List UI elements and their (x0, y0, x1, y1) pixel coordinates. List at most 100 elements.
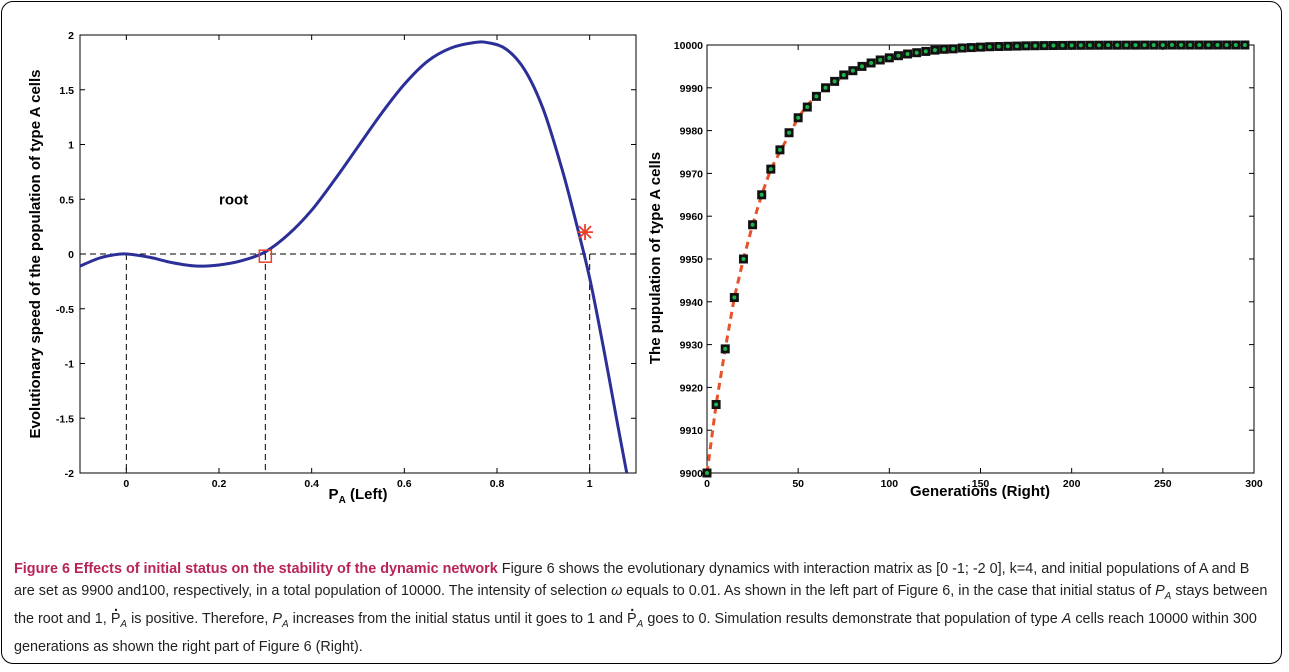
caption-title: Effects of initial status on the stabili… (73, 561, 498, 577)
right-x-tick-label: 300 (1245, 478, 1263, 490)
figure-caption: Figure 6 Effects of initial status on th… (14, 558, 1272, 658)
caption-label: Figure 6 (14, 561, 70, 577)
dot-point (1197, 43, 1202, 48)
dot-point (823, 85, 828, 90)
dot-point (759, 192, 764, 197)
dot-point (1033, 43, 1038, 48)
dot-point (1179, 43, 1184, 48)
left-y-tick-label: 1.5 (59, 85, 74, 97)
dot-point (1087, 43, 1092, 48)
caption-text-4: is positive. Therefore, (127, 610, 273, 627)
dot-point (1060, 43, 1065, 48)
dot-point (923, 49, 928, 54)
right-y-tick-label: 9900 (680, 468, 704, 480)
right-plot-area (706, 44, 1255, 474)
right-x-tick-label: 250 (1154, 478, 1172, 490)
right-dot-markers (705, 43, 1247, 475)
caption-omega: ω (611, 583, 623, 599)
dot-point (1151, 43, 1156, 48)
dot-point (714, 402, 719, 407)
left-x-tick-label: 0.2 (212, 478, 227, 490)
left-y-axis-label: Evolutionary speed of the population of … (27, 70, 44, 439)
dot-point (987, 44, 992, 49)
left-chart: 2 1.5 1 0.5 0 -0.5 -1 -1.5 -2 0 0.2 0.4 0.6 0.8 1 roo… (27, 30, 637, 506)
right-y-tick-label: 9950 (680, 254, 704, 266)
dot-point (796, 115, 801, 120)
dot-point (1224, 43, 1229, 47)
dot-point (1014, 44, 1019, 49)
dot-point (1051, 43, 1056, 48)
dot-point (832, 79, 837, 84)
dot-point (896, 53, 901, 58)
dot-point (1097, 43, 1102, 48)
left-y-tick-label: -2 (65, 468, 74, 480)
dot-point (750, 222, 755, 227)
right-y-ticks: 10000 9990 9980 9970 9960 9950 9940 9930 9920 991… (674, 40, 1254, 480)
left-x-tick-label: 0.6 (397, 478, 412, 490)
caption-text-1: Figure 6 shows the evolutionary dynamics… (14, 561, 1250, 599)
right-y-tick-label: 9990 (680, 83, 704, 95)
dot-point (723, 346, 728, 351)
caption-text-2: equals to 0.01. As shown in the left par… (622, 583, 1156, 599)
left-markers (258, 224, 594, 263)
dot-point (741, 257, 746, 261)
right-y-axis-label: The pupulation of type A cells (647, 152, 664, 364)
dot-point (1042, 43, 1047, 48)
left-x-tick-label: 1 (587, 478, 593, 490)
right-x-tick-label: 100 (881, 478, 899, 490)
dot-point (814, 94, 819, 99)
left-y-ticks: 2 1.5 1 0.5 0 -0.5 -1 -1.5 -2 (56, 30, 636, 480)
dot-point (1242, 43, 1247, 47)
dot-point (869, 60, 874, 65)
figure-canvas: 2 1.5 1 0.5 0 -0.5 -1 -1.5 -2 0 0.2 0.4 0.6 0.8 1 roo… (27, 30, 1263, 506)
caption-text-6: goes to 0. Simulation results demonstrat… (643, 610, 1062, 627)
left-curve (79, 40, 629, 474)
dot-point (1233, 43, 1238, 47)
left-x-tick-label: 0 (123, 478, 129, 490)
dot-point (1133, 43, 1138, 48)
left-y-tick-label: 0.5 (59, 194, 74, 206)
star-stroke (578, 225, 592, 239)
dot-point (960, 45, 965, 50)
dot-point (1124, 43, 1129, 48)
right-y-tick-label: 9960 (680, 211, 704, 223)
right-y-tick-label: 9930 (680, 340, 704, 352)
dot-point (859, 64, 864, 69)
dot-point (887, 55, 892, 60)
dot-point (905, 51, 910, 56)
caption-text-3: stays between the root and 1, (14, 583, 1268, 627)
left-x-axis-label: PA (Left) (329, 486, 388, 506)
left-y-tick-label: 0 (68, 249, 74, 261)
dot-point (1078, 43, 1083, 48)
left-y-tick-label: -0.5 (56, 304, 74, 316)
dot-point (1215, 43, 1220, 47)
caption-pa-2: PA (272, 610, 289, 630)
right-x-axis-label: Generations (Right) (910, 483, 1050, 500)
dot-point (850, 68, 855, 73)
dot-point (996, 44, 1001, 49)
dot-point (1069, 43, 1074, 48)
caption-pa-1: PA (1155, 583, 1172, 602)
dot-point (1206, 43, 1211, 48)
dot-point (805, 105, 810, 110)
right-x-tick-label: 0 (704, 478, 710, 490)
dot-point (932, 48, 937, 53)
right-y-tick-label: 9980 (680, 126, 704, 138)
dot-point (1142, 43, 1147, 48)
caption-pa-dot-2: P (627, 608, 637, 630)
dot-point (1005, 44, 1010, 49)
left-y-tick-label: -1.5 (56, 413, 74, 425)
right-y-tick-label: 10000 (674, 40, 703, 52)
dot-point (787, 130, 792, 135)
left-dashed-guides (80, 253, 636, 473)
right-x-tick-label: 50 (792, 478, 804, 490)
caption-a-italic: A (1061, 610, 1072, 627)
root-annotation: root (219, 192, 248, 209)
left-x-tick-label: 0.4 (304, 478, 319, 490)
caption-text-7: cells reach 10000 within 300 generations… (14, 610, 1257, 655)
right-chart: 10000 9990 9980 9970 9960 9950 9940 9930 9920 991… (647, 40, 1263, 500)
left-y-tick-label: -1 (65, 359, 74, 371)
dot-point (951, 46, 956, 51)
left-y-tick-label: 2 (68, 30, 74, 42)
